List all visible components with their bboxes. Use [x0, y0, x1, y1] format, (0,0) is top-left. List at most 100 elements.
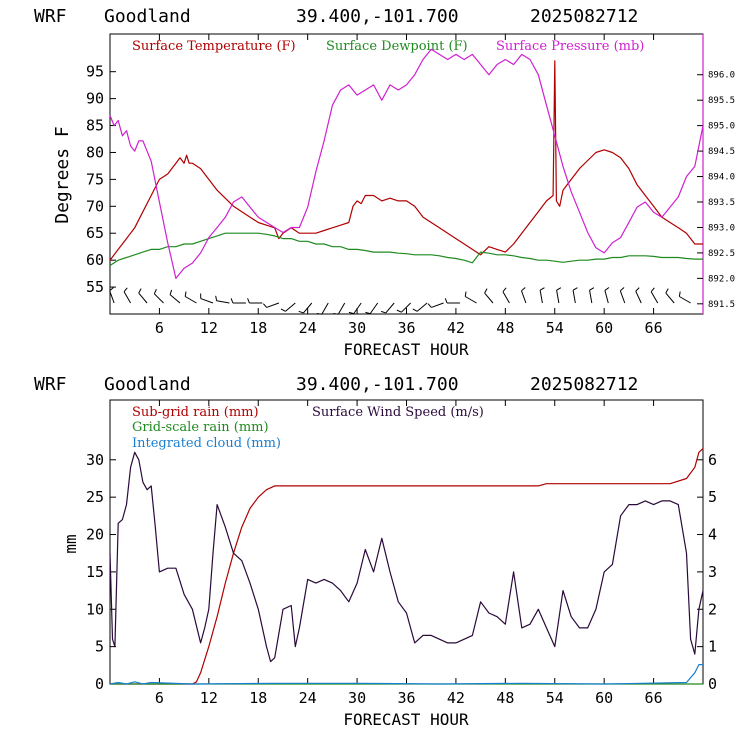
- x-tick-label: 24: [299, 689, 317, 707]
- x-tick-label: 36: [397, 689, 415, 707]
- wind-barb-flag: [666, 289, 668, 293]
- wind-barb: [338, 303, 345, 314]
- x-axis-label-top: FORECAST HOUR: [343, 340, 469, 359]
- y-tick-label: 30: [86, 451, 104, 469]
- wind-barb-flag: [590, 288, 594, 291]
- legend-integrated-cloud: Integrated cloud (mm): [132, 436, 281, 451]
- panel-temperature: WRF Goodland 39.400,-101.700 2025082712 …: [34, 6, 735, 359]
- y2-tick-label: 891.5: [708, 300, 735, 310]
- wind-barb: [267, 303, 279, 307]
- wind-barb-flag: [231, 298, 233, 303]
- x-tick-label: 36: [397, 319, 415, 337]
- y2-tick-label: 0: [708, 675, 717, 693]
- legend-gridscale-rain: Grid-scale rain (mm): [132, 420, 269, 435]
- wind-barb: [386, 303, 394, 313]
- wind-barb-flag: [485, 289, 487, 293]
- wind-barb-flag: [605, 288, 609, 291]
- x-tick-label: 42: [447, 319, 465, 337]
- wind-barb: [201, 299, 213, 303]
- header-station-2: Goodland: [104, 374, 191, 395]
- wind-barb-flag: [365, 312, 370, 313]
- wind-barb: [540, 290, 542, 303]
- series-line-surface-temperature-f: [110, 61, 703, 260]
- wind-barb: [485, 293, 493, 303]
- y-tick-label: 5: [95, 638, 104, 656]
- wind-barb: [521, 291, 525, 303]
- wind-barb: [620, 291, 624, 303]
- x-tick-label: 6: [155, 689, 164, 707]
- x-tick-label: 54: [546, 319, 564, 337]
- wind-barb: [124, 292, 130, 303]
- x-tick-label: 18: [249, 689, 267, 707]
- wind-barb-flag: [124, 288, 127, 292]
- wind-barb-flag: [636, 288, 639, 292]
- wind-barb-flag: [428, 304, 431, 308]
- wind-barb: [285, 303, 295, 311]
- wind-barb-flag: [651, 288, 654, 292]
- y-tick-label: 15: [86, 563, 104, 581]
- y2-tick-label: 894.5: [708, 147, 735, 157]
- y-tick-label: 0: [95, 675, 104, 693]
- wind-barbs: [110, 288, 691, 315]
- wind-barb-flag: [170, 290, 172, 295]
- wind-barb: [217, 301, 230, 303]
- legend-subgrid-rain: Sub-grid rain (mm): [132, 405, 259, 420]
- x-tick-label: 60: [595, 689, 613, 707]
- wind-barb-flag: [248, 298, 250, 303]
- wind-barb: [573, 290, 575, 303]
- y-tick-label: 60: [86, 251, 104, 269]
- y2-tick-label: 1: [708, 638, 717, 656]
- wind-barb-flag: [620, 288, 624, 291]
- header-init: 2025082712: [530, 6, 638, 27]
- wind-barb-flag: [397, 310, 402, 312]
- x-axis-label-bottom: FORECAST HOUR: [343, 710, 469, 729]
- series-top: [110, 49, 703, 278]
- wind-barb-flag: [445, 298, 447, 303]
- x-tick-label: 42: [447, 689, 465, 707]
- x-tick-label: 12: [200, 319, 218, 337]
- y-tick-label: 10: [86, 600, 104, 618]
- wind-barb-flag: [679, 292, 680, 297]
- x-tick-label: 66: [645, 319, 663, 337]
- wind-barb: [170, 295, 180, 303]
- wind-barb-flag: [503, 288, 506, 292]
- wind-barb: [185, 297, 196, 304]
- wind-barb-flag: [573, 288, 577, 291]
- y2-tick-label: 895.5: [708, 96, 735, 106]
- wind-barb-flag: [263, 304, 266, 308]
- wind-barb-flag: [216, 296, 217, 301]
- y-tick-label: 95: [86, 63, 104, 81]
- x-tick-label: 18: [249, 319, 267, 337]
- wind-barb: [666, 293, 674, 303]
- wind-barb: [322, 303, 329, 314]
- wind-barb-flag: [349, 312, 354, 313]
- wind-barb-flag: [521, 288, 525, 291]
- x-tick-label: 66: [645, 689, 663, 707]
- wind-barb: [651, 292, 658, 303]
- wind-barb: [636, 291, 641, 303]
- header-model-2: WRF: [34, 374, 67, 395]
- y-axis-label-top: Degrees F: [52, 126, 73, 224]
- wind-barb-flag: [281, 309, 285, 311]
- y2-tick-label: 892.5: [708, 249, 735, 259]
- y-tick-label: 70: [86, 197, 104, 215]
- y-tick-label: 65: [86, 224, 104, 242]
- wind-barb-flag: [381, 311, 386, 313]
- y2-tick-label: 892.0: [708, 274, 735, 284]
- wind-barb: [139, 293, 147, 303]
- x-tick-label: 48: [496, 319, 514, 337]
- series-bottom: [110, 449, 703, 684]
- wind-barb-flag: [465, 292, 466, 297]
- wind-barb: [590, 290, 592, 303]
- wind-barb-flag: [557, 288, 561, 291]
- x-tick-label: 60: [595, 319, 613, 337]
- y-axis-label-bottom: mm: [61, 534, 80, 553]
- y-tick-label: 75: [86, 170, 104, 188]
- y2-tick-label: 895.0: [708, 122, 735, 132]
- wind-barb: [679, 297, 690, 304]
- legend-dewpoint: Surface Dewpoint (F): [326, 39, 468, 54]
- legend-pressure: Surface Pressure (mb): [496, 39, 644, 54]
- wind-barb-flag: [185, 292, 186, 297]
